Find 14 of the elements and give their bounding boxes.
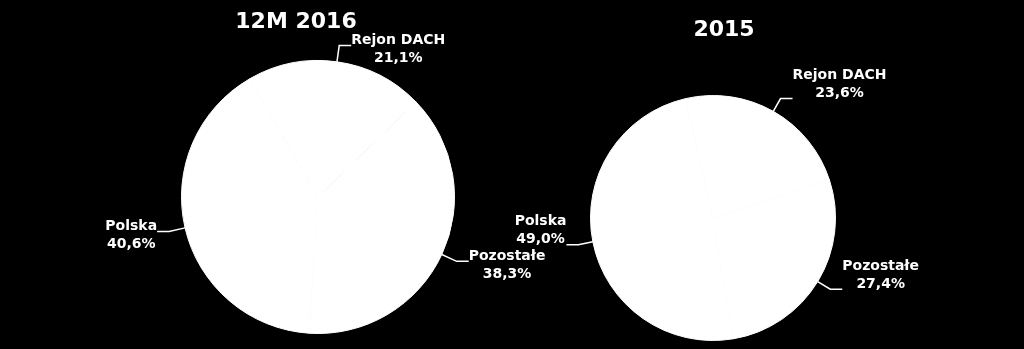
slice-label: Pozostałe <box>468 247 546 264</box>
data-label: 23,6% <box>815 84 864 101</box>
data-label: 49,0% <box>516 230 565 247</box>
slice-label: Rejon DACH <box>351 31 446 48</box>
data-label: 38,3% <box>482 265 532 282</box>
slice-label: Polska <box>514 212 567 229</box>
slice-label: Polska <box>105 217 158 234</box>
slice-label: Pozostałe <box>842 256 920 273</box>
data-label: 21,1% <box>373 49 423 66</box>
data-label: 40,6% <box>106 235 156 252</box>
data-label: 27,4% <box>856 274 905 291</box>
chart-title: 2015 <box>693 16 755 41</box>
chart-title: 12M 2016 <box>235 8 357 33</box>
slice-label: Rejon DACH <box>792 66 887 83</box>
